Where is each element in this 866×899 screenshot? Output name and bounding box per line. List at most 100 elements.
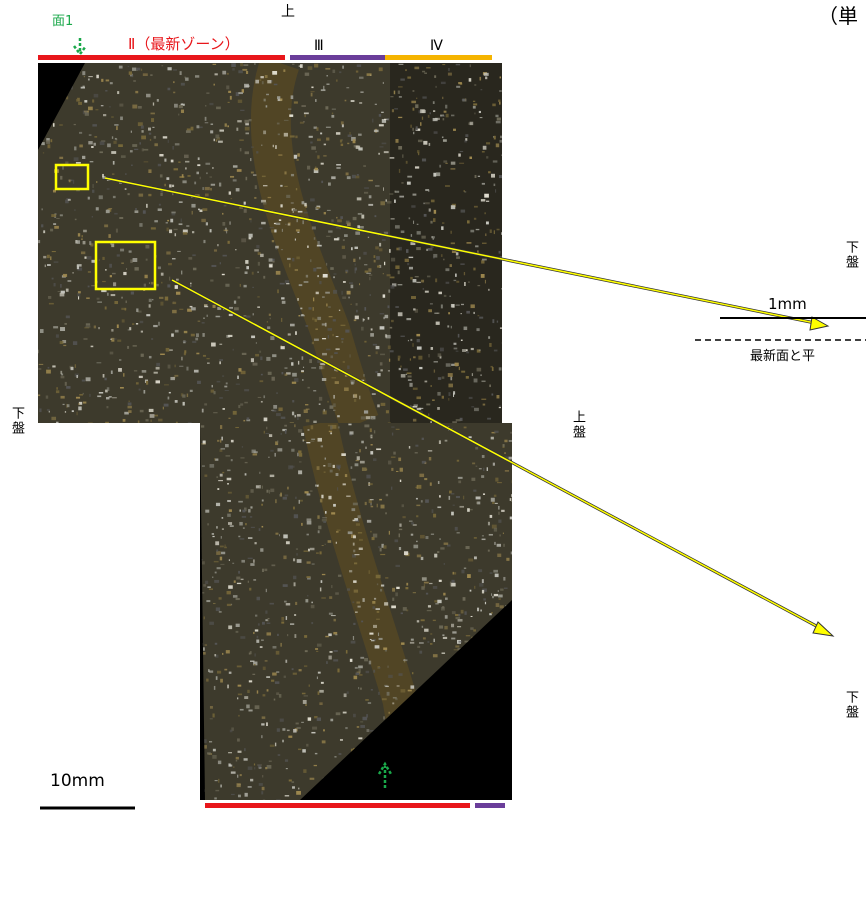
grain — [284, 185, 288, 188]
grain — [245, 122, 249, 126]
grain — [336, 530, 339, 533]
grain — [320, 132, 323, 135]
grain — [235, 249, 237, 251]
grain — [38, 239, 41, 244]
grain — [171, 192, 174, 196]
grain — [267, 371, 272, 375]
grain — [289, 422, 294, 423]
grain — [116, 126, 118, 131]
grain — [440, 547, 445, 550]
grain — [435, 321, 440, 325]
grain — [215, 676, 218, 680]
grain — [248, 509, 251, 513]
grain — [293, 154, 298, 159]
grain — [501, 154, 502, 156]
grain — [500, 135, 502, 139]
grain — [237, 296, 241, 299]
grain — [41, 208, 43, 211]
grain — [190, 333, 195, 337]
grain — [504, 439, 508, 443]
grain — [398, 116, 403, 119]
grain — [218, 182, 222, 187]
grain — [118, 359, 122, 361]
grain — [237, 120, 242, 123]
grain — [406, 372, 412, 375]
grain — [458, 81, 462, 85]
grain — [261, 639, 264, 641]
grain — [463, 326, 468, 331]
grain — [137, 122, 143, 127]
grain — [48, 295, 52, 299]
grain — [219, 262, 221, 265]
grain — [491, 393, 494, 396]
grain — [146, 314, 151, 317]
grain — [451, 114, 455, 117]
grain — [306, 743, 309, 747]
grain — [148, 132, 152, 135]
grain — [332, 319, 336, 322]
grain — [357, 225, 360, 229]
grain — [314, 716, 318, 719]
grain — [211, 384, 213, 388]
grain — [317, 691, 320, 695]
grain — [308, 135, 313, 138]
grain — [345, 329, 350, 333]
grain — [430, 199, 435, 203]
grain — [235, 267, 240, 269]
grain — [185, 130, 191, 133]
grain — [363, 191, 369, 194]
grain — [115, 138, 118, 141]
grain — [65, 315, 70, 319]
grain — [429, 643, 433, 645]
grain — [430, 246, 434, 248]
grain — [435, 172, 441, 177]
grain — [278, 694, 282, 698]
grain — [174, 329, 179, 333]
grain — [252, 174, 257, 176]
grain — [396, 247, 400, 251]
grain — [56, 387, 58, 390]
grain — [291, 411, 295, 416]
grain — [140, 353, 144, 357]
grain — [319, 689, 324, 693]
grain — [429, 582, 433, 585]
grain — [390, 218, 395, 220]
grain — [496, 394, 500, 399]
grain — [180, 103, 185, 106]
grain — [267, 619, 270, 622]
grain — [284, 759, 289, 762]
grain — [370, 502, 372, 506]
grain — [344, 234, 348, 237]
grain — [311, 146, 316, 150]
grain — [488, 288, 490, 291]
grain — [210, 183, 216, 186]
grain — [385, 685, 389, 688]
grain — [280, 492, 282, 497]
grain — [315, 328, 318, 331]
grain — [494, 502, 498, 504]
grain — [480, 374, 482, 377]
grain — [326, 661, 328, 664]
grain — [89, 393, 91, 397]
grain — [88, 76, 93, 78]
grain — [193, 369, 199, 373]
grain — [414, 308, 419, 313]
grain — [268, 760, 272, 762]
grain — [351, 247, 353, 251]
grain — [353, 589, 359, 593]
grain — [479, 583, 484, 587]
grain — [216, 137, 221, 140]
grain — [283, 675, 286, 678]
grain — [355, 231, 361, 235]
grain — [244, 271, 248, 274]
grain — [244, 696, 249, 700]
grain — [285, 659, 288, 663]
grain — [336, 167, 341, 169]
grain — [481, 475, 485, 478]
grain — [108, 234, 111, 238]
grain — [360, 416, 366, 420]
grain — [381, 698, 387, 701]
grain — [442, 118, 445, 121]
grain — [248, 233, 253, 238]
grain — [424, 628, 429, 632]
